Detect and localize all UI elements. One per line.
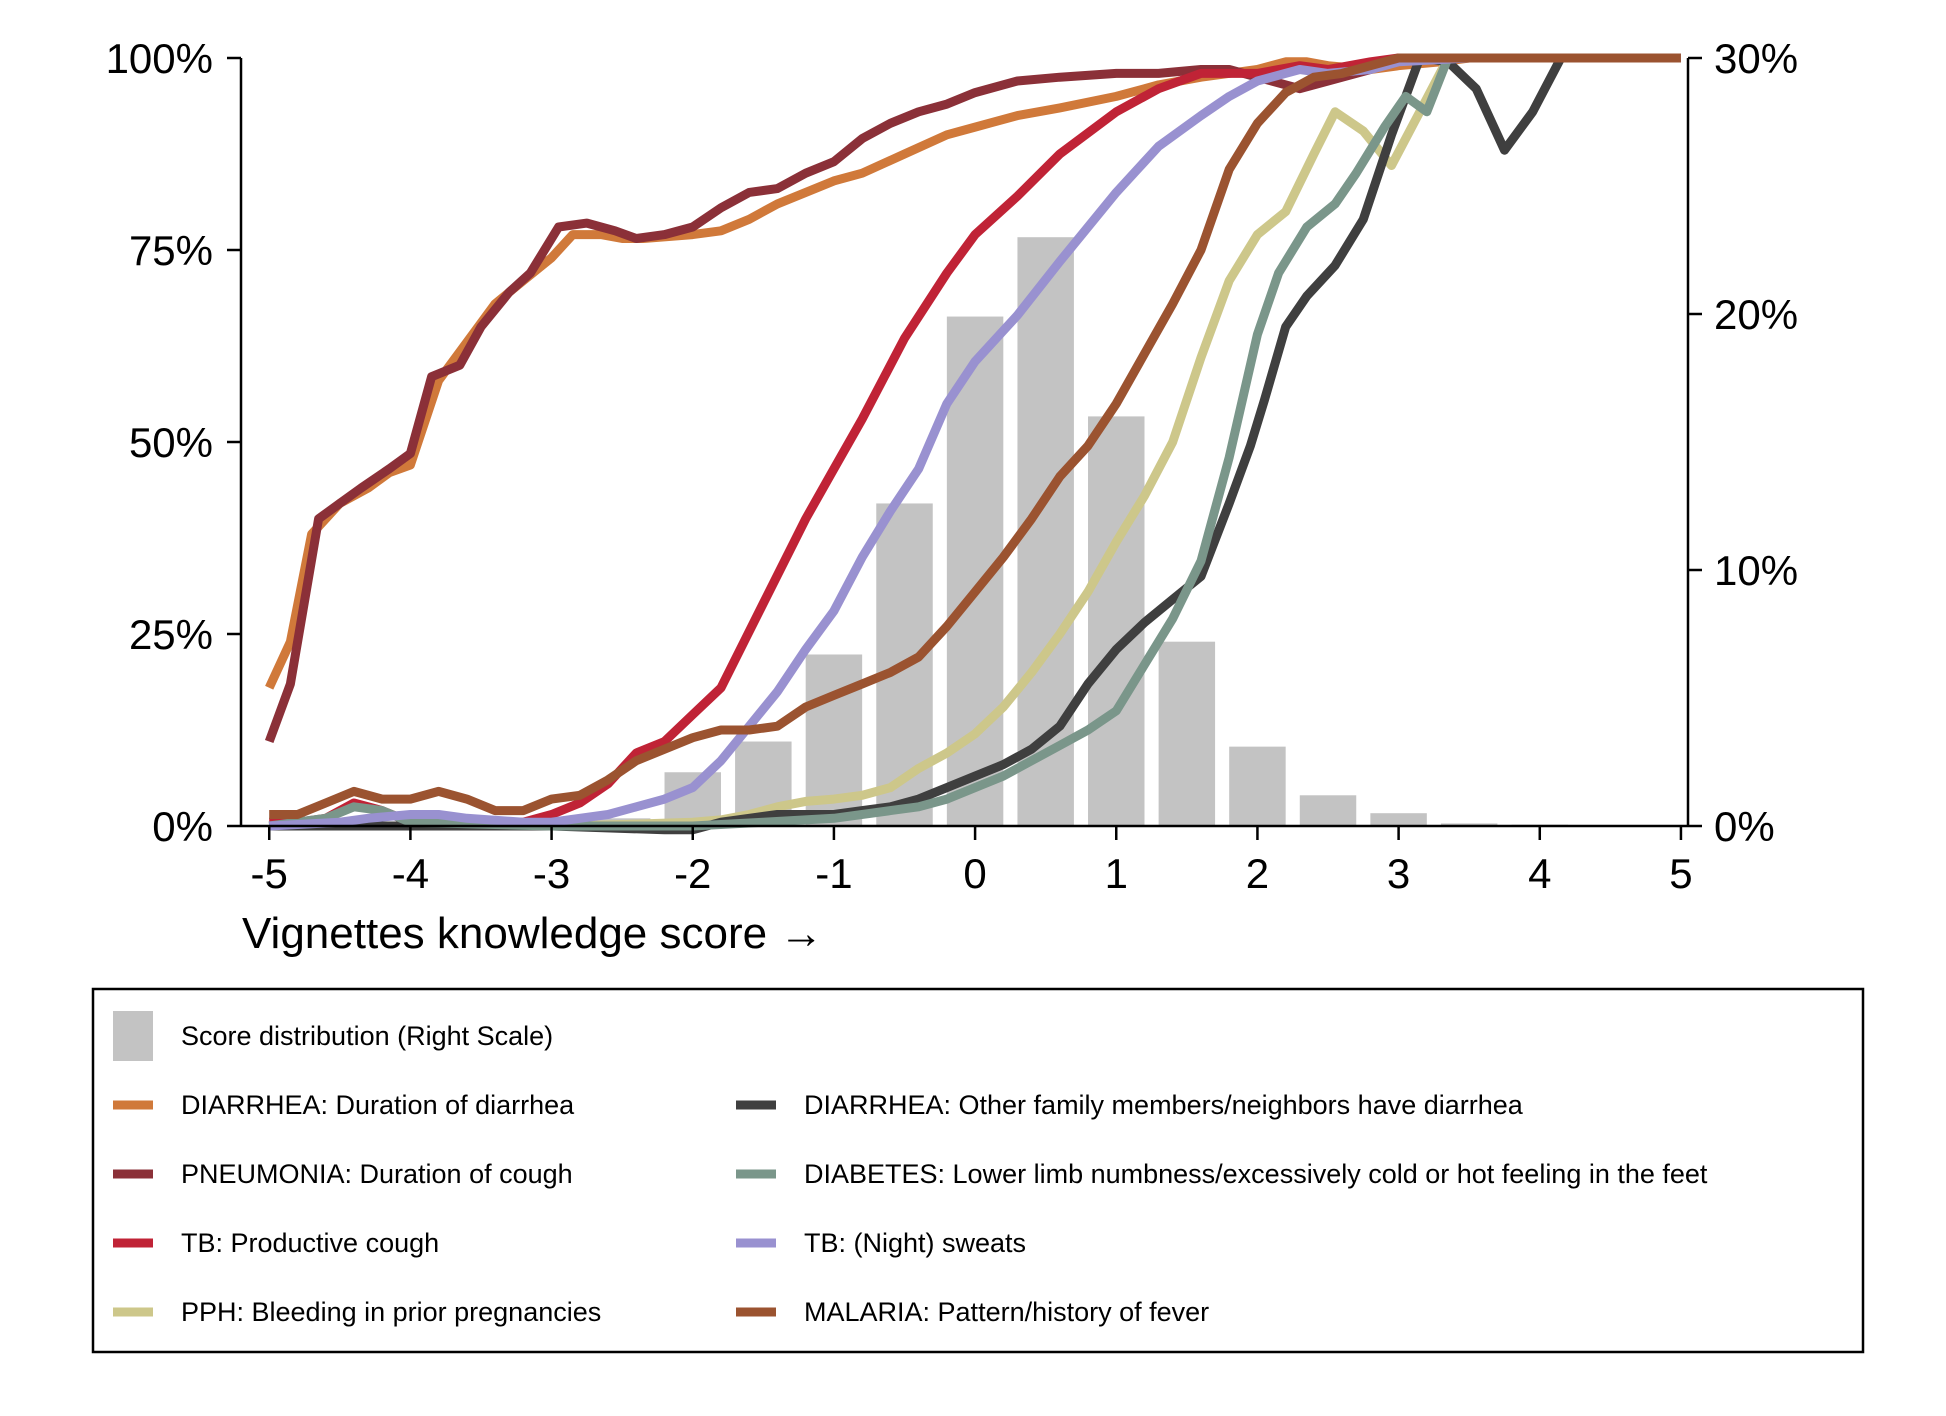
y2-tick-label: 10% [1714,547,1798,594]
histogram-bar [1299,795,1357,826]
y-tick-label: 0% [152,803,213,850]
y-tick-label: 50% [129,419,213,466]
histogram-bar [1440,823,1498,826]
y2-tick-label: 20% [1714,291,1798,338]
x-tick-label: 0 [963,850,986,897]
y2-tick-label: 30% [1714,35,1798,82]
series-lines [264,53,1681,835]
y2-tick-label: 0% [1714,803,1775,850]
legend-label: TB: Productive cough [181,1228,439,1258]
x-axis-title: Vignettes knowledge score → [242,909,823,958]
legend-label: PNEUMONIA: Duration of cough [181,1159,573,1189]
histogram-bar [1229,746,1286,826]
legend-label: PPH: Bleeding in prior pregnancies [181,1297,601,1327]
x-tick-label: 5 [1669,850,1692,897]
x-tick-label: 4 [1528,850,1551,897]
x-tick-label: -1 [815,850,852,897]
y-tick-label: 100% [106,35,213,82]
x-tick-label: 3 [1387,850,1410,897]
legend-label: DIARRHEA: Other family members/neighbors… [804,1090,1524,1120]
series-line [268,53,1681,831]
legend-label: DIABETES: Lower limb numbness/excessivel… [804,1159,1708,1189]
legend-label: MALARIA: Pattern/history of fever [804,1297,1209,1327]
y-tick-label: 75% [129,227,213,274]
x-tick-label: 2 [1246,850,1269,897]
x-tick-label: -4 [392,850,429,897]
series-line [269,53,1681,819]
legend-label: Score distribution (Right Scale) [181,1021,553,1051]
y-tick-label: 25% [129,611,213,658]
ticks: -5 -4 -3 -2 -1 0 1 2 3 4 50%25%50%75%100%0%10%20%3… [106,35,1798,897]
x-tick-label: -5 [251,850,288,897]
histogram-bar [1088,416,1145,826]
legend-swatch-histogram [113,1011,153,1061]
histogram-bar [1158,641,1216,826]
legend: Score distribution (Right Scale) DIARRHEA… [91,987,1865,1354]
x-tick-label: -2 [674,850,711,897]
legend-frame [91,987,1865,1354]
legend-label: TB: (Night) sweats [804,1228,1026,1258]
x-tick-label: 1 [1105,850,1128,897]
legend-label: DIARRHEA: Duration of diarrhea [181,1090,575,1120]
histogram-bar [1370,813,1427,826]
x-tick-label: -3 [533,850,570,897]
